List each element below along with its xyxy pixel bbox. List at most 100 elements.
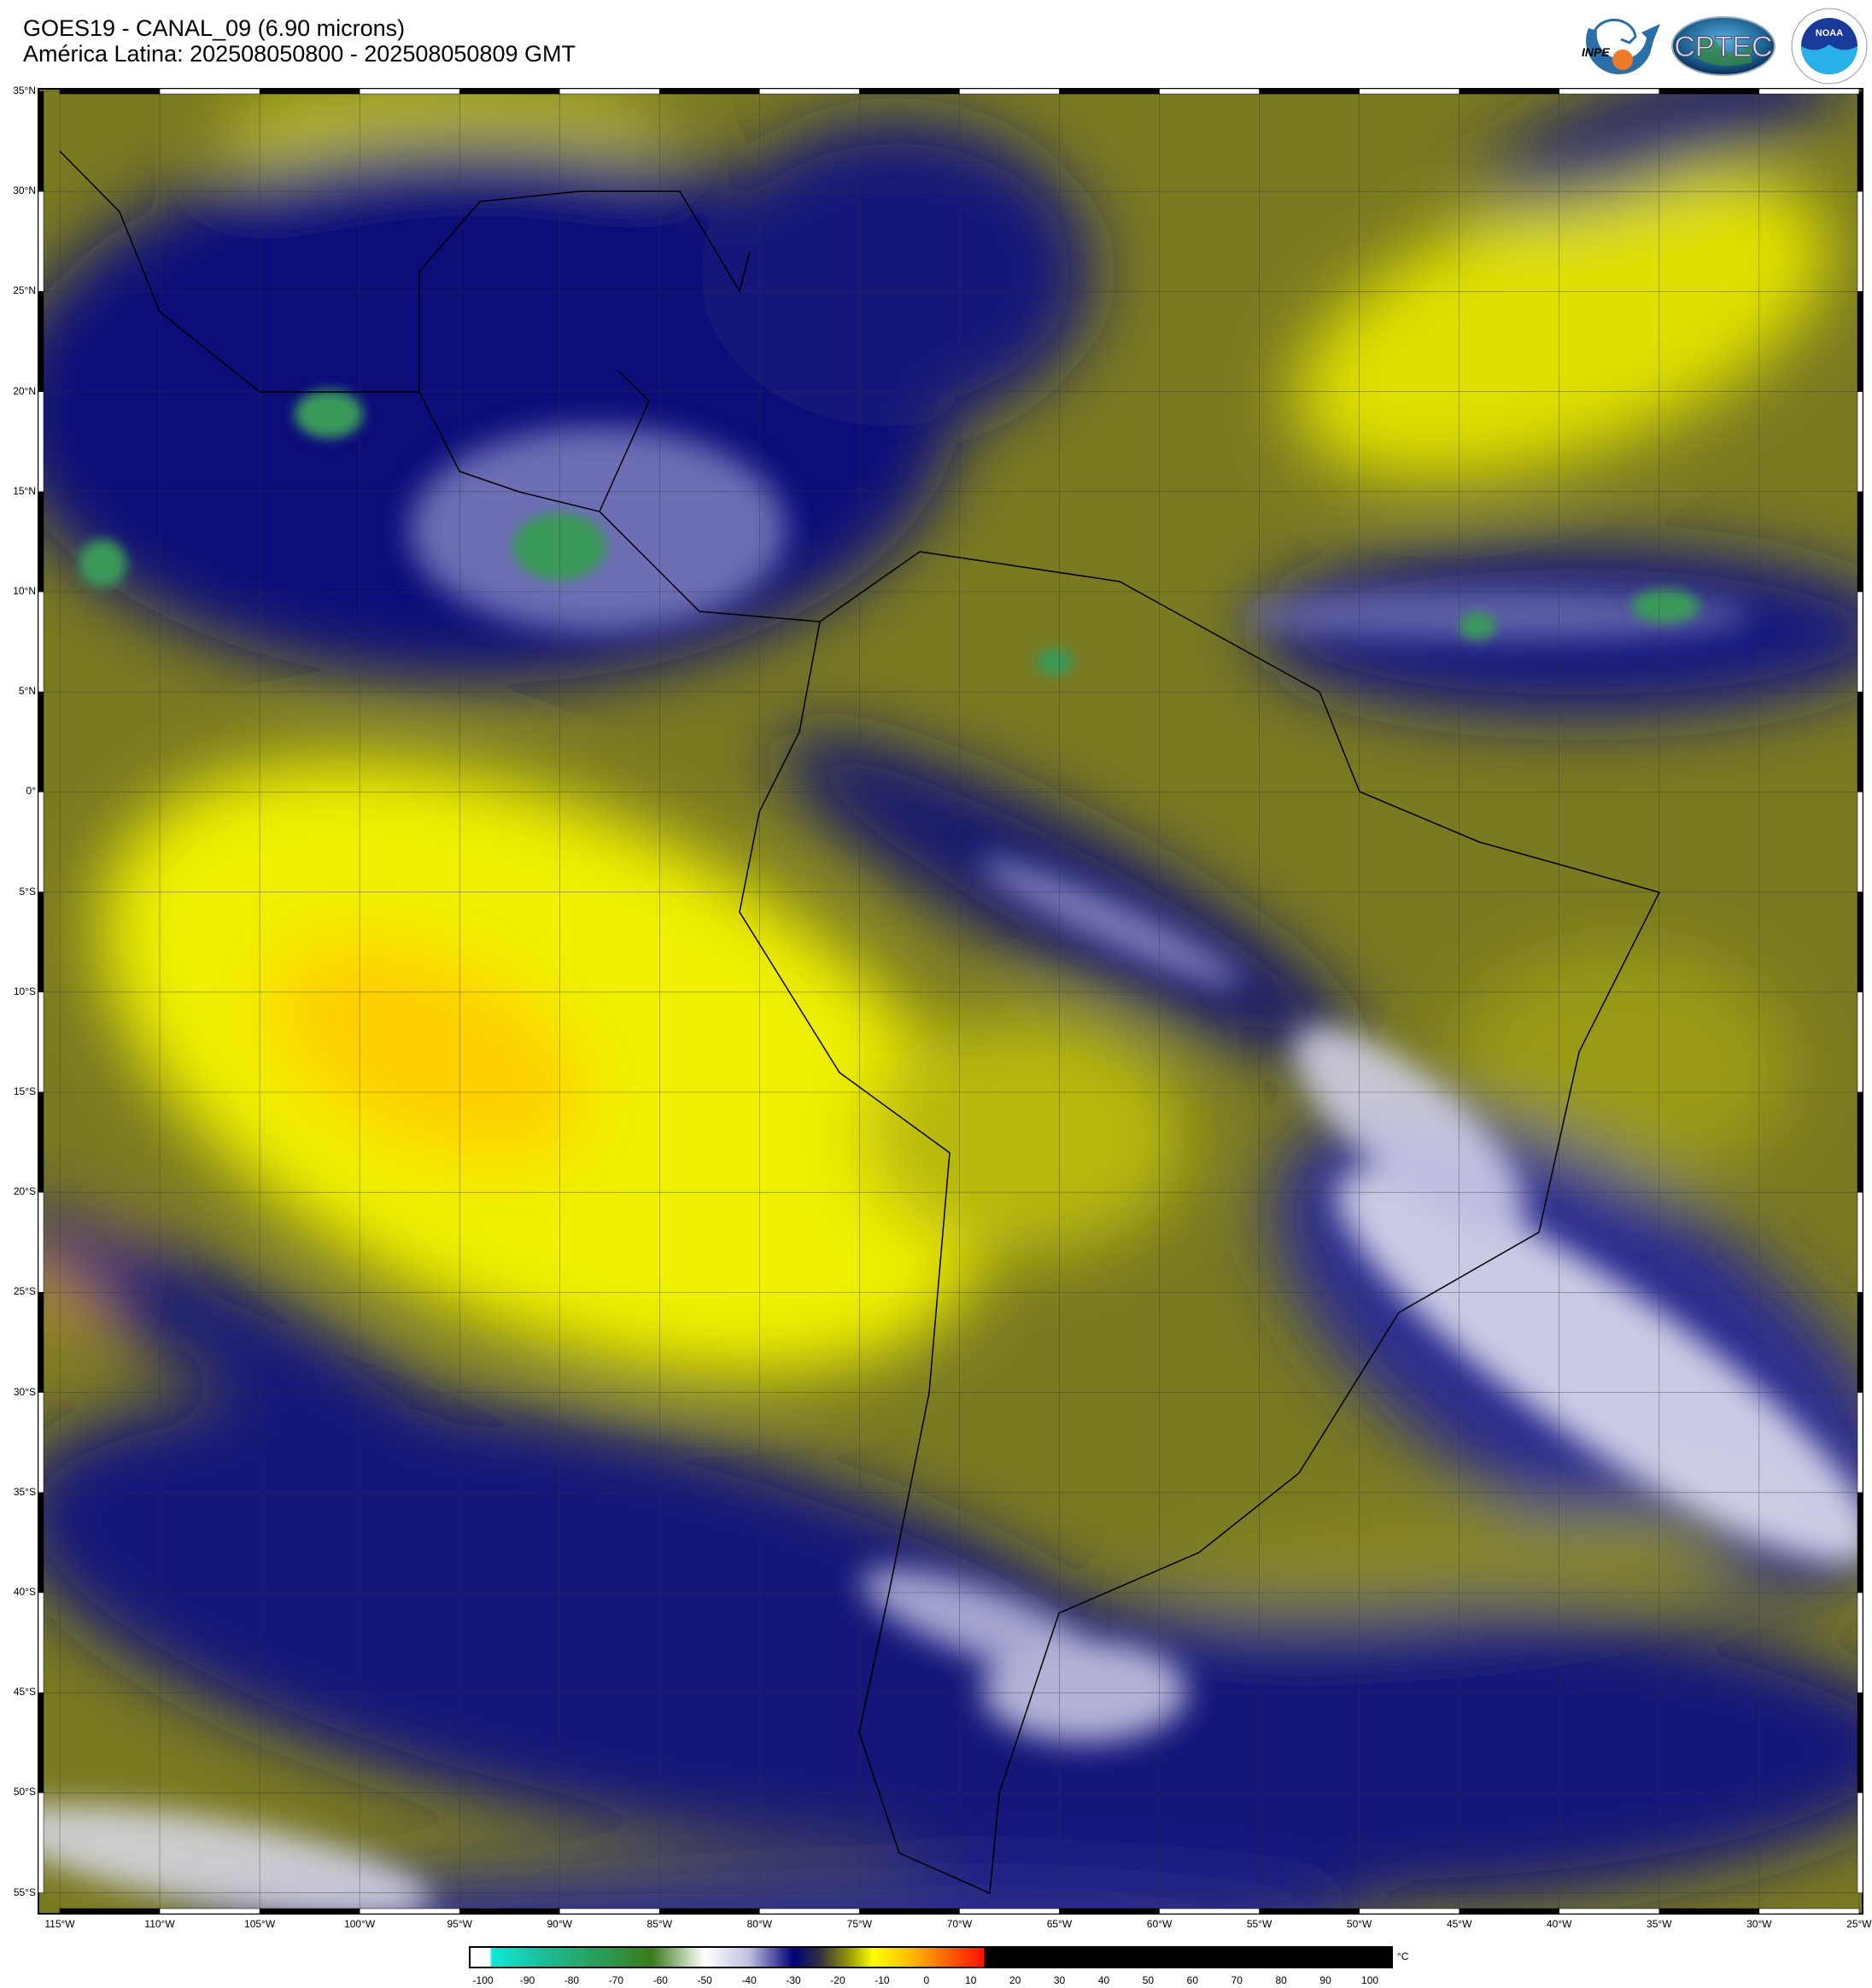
colorbar-tick-label: -70 bbox=[608, 1974, 624, 1986]
frame-segment bbox=[159, 1908, 260, 1915]
lat-label: 15°S bbox=[13, 1085, 36, 1097]
frame-segment bbox=[38, 1292, 44, 1393]
lon-label: 70°W bbox=[946, 1918, 973, 1930]
frame-segment bbox=[38, 91, 44, 192]
lon-label: 115°W bbox=[44, 1918, 75, 1930]
lat-label: 35°S bbox=[13, 1485, 36, 1498]
lon-label: 60°W bbox=[1146, 1918, 1173, 1930]
frame-segment bbox=[38, 291, 44, 392]
water-vapor-imagery bbox=[38, 89, 1863, 1914]
colorbar-tick-label: 30 bbox=[1053, 1974, 1066, 1986]
colorbar-unit: °C bbox=[1397, 1950, 1409, 1962]
frame-segment bbox=[38, 1792, 44, 1893]
frame-segment bbox=[1857, 991, 1863, 1093]
frame-segment bbox=[959, 1908, 1060, 1915]
lon-label: 90°W bbox=[547, 1918, 572, 1930]
frame-segment bbox=[38, 491, 44, 593]
colorbar-tick-label: -60 bbox=[652, 1974, 668, 1986]
lon-label: 110°W bbox=[144, 1918, 175, 1930]
lon-label: 100°W bbox=[344, 1918, 376, 1930]
lon-label: 85°W bbox=[646, 1918, 673, 1930]
frame-segment bbox=[38, 1091, 44, 1193]
lat-label: 35°N bbox=[13, 85, 36, 96]
lon-label: 105°W bbox=[244, 1918, 276, 1930]
lat-label: 10°N bbox=[13, 585, 36, 597]
colorbar-tick-label: -20 bbox=[830, 1974, 845, 1986]
lon-label: 50°W bbox=[1346, 1918, 1372, 1930]
frame-segment bbox=[1059, 1908, 1160, 1915]
frame-segment bbox=[1459, 88, 1559, 95]
lon-label: 35°W bbox=[1647, 1918, 1672, 1930]
frame-segment bbox=[559, 1908, 660, 1915]
colorbar-tick-label: -10 bbox=[875, 1974, 890, 1986]
cptec-text: CPTEC bbox=[1674, 31, 1772, 63]
lat-label: 20°N bbox=[13, 384, 36, 397]
frame-segment bbox=[1658, 88, 1760, 95]
colorbar bbox=[469, 1946, 1393, 1968]
colorbar-tick-label: -100 bbox=[472, 1974, 494, 1986]
frame-segment bbox=[659, 1908, 760, 1915]
noaa-logo: NOAA bbox=[1791, 8, 1868, 85]
frame-segment bbox=[1259, 88, 1360, 95]
frame-segment bbox=[1159, 88, 1260, 95]
frame-segment bbox=[1857, 892, 1863, 993]
lat-label: 25°N bbox=[13, 284, 36, 297]
frame-segment bbox=[1857, 1592, 1863, 1693]
map-frame-ticks bbox=[38, 88, 1863, 1915]
inpe-text: INPE bbox=[1582, 45, 1610, 59]
frame-segment bbox=[1159, 1908, 1260, 1915]
lat-label: 5°S bbox=[19, 885, 36, 898]
lat-label: 10°S bbox=[13, 985, 36, 997]
frame-segment bbox=[1857, 291, 1863, 392]
colorbar-gradient bbox=[469, 1946, 1393, 1968]
colorbar-tick-label: 60 bbox=[1186, 1974, 1199, 1986]
frame-segment bbox=[1459, 1908, 1559, 1915]
lon-label: 95°W bbox=[447, 1918, 472, 1930]
frame-segment bbox=[1857, 1091, 1863, 1193]
cptec-logo: CPTEC bbox=[1671, 16, 1775, 76]
frame-segment bbox=[859, 88, 960, 95]
lat-label: 30°N bbox=[13, 184, 36, 197]
frame-segment bbox=[1857, 391, 1863, 493]
frame-segment bbox=[1857, 491, 1863, 593]
colorbar-tick-label: -80 bbox=[564, 1974, 580, 1986]
coastline-south-america bbox=[739, 551, 1661, 1895]
frame-segment bbox=[159, 88, 260, 95]
colorbar-tick-label: 0 bbox=[923, 1974, 930, 1986]
frame-segment bbox=[38, 691, 44, 792]
lat-label: 0° bbox=[26, 785, 36, 798]
frame-segment bbox=[859, 1908, 960, 1915]
lat-label: 25°S bbox=[13, 1285, 36, 1298]
colorbar-tick-label: -40 bbox=[741, 1974, 757, 1986]
frame-segment bbox=[559, 88, 660, 95]
frame-segment bbox=[38, 1392, 44, 1494]
lat-label: 20°S bbox=[13, 1185, 36, 1198]
frame-segment bbox=[359, 88, 460, 95]
frame-segment bbox=[1857, 1191, 1863, 1293]
lat-label: 50°S bbox=[13, 1786, 36, 1798]
frame-segment bbox=[1059, 88, 1160, 95]
frame-segment bbox=[1559, 88, 1660, 95]
frame-segment bbox=[1857, 591, 1863, 693]
frame-segment bbox=[459, 88, 560, 95]
colorbar-tick-label: 100 bbox=[1361, 1974, 1379, 1986]
frame-segment bbox=[38, 1191, 44, 1293]
frame-segment bbox=[1559, 1908, 1660, 1915]
frame-segment bbox=[59, 88, 161, 95]
frame-segment bbox=[1857, 91, 1863, 192]
colorbar-tick-label: 10 bbox=[965, 1974, 977, 1986]
colorbar-tick-label: 70 bbox=[1231, 1974, 1243, 1986]
lon-label: 80°W bbox=[746, 1918, 773, 1930]
frame-segment bbox=[38, 1592, 44, 1693]
colorbar-tick-label: -50 bbox=[697, 1974, 712, 1986]
colorbar-tick-label: 80 bbox=[1275, 1974, 1287, 1986]
frame-segment bbox=[1857, 190, 1863, 292]
lat-label: 30°S bbox=[13, 1385, 36, 1398]
frame-segment bbox=[659, 88, 760, 95]
frame-segment bbox=[759, 88, 860, 95]
frame-segment bbox=[38, 591, 44, 693]
frame-segment bbox=[1857, 1292, 1863, 1393]
colorbar-tick-label: 50 bbox=[1142, 1974, 1155, 1986]
lon-label: 40°W bbox=[1547, 1918, 1572, 1930]
